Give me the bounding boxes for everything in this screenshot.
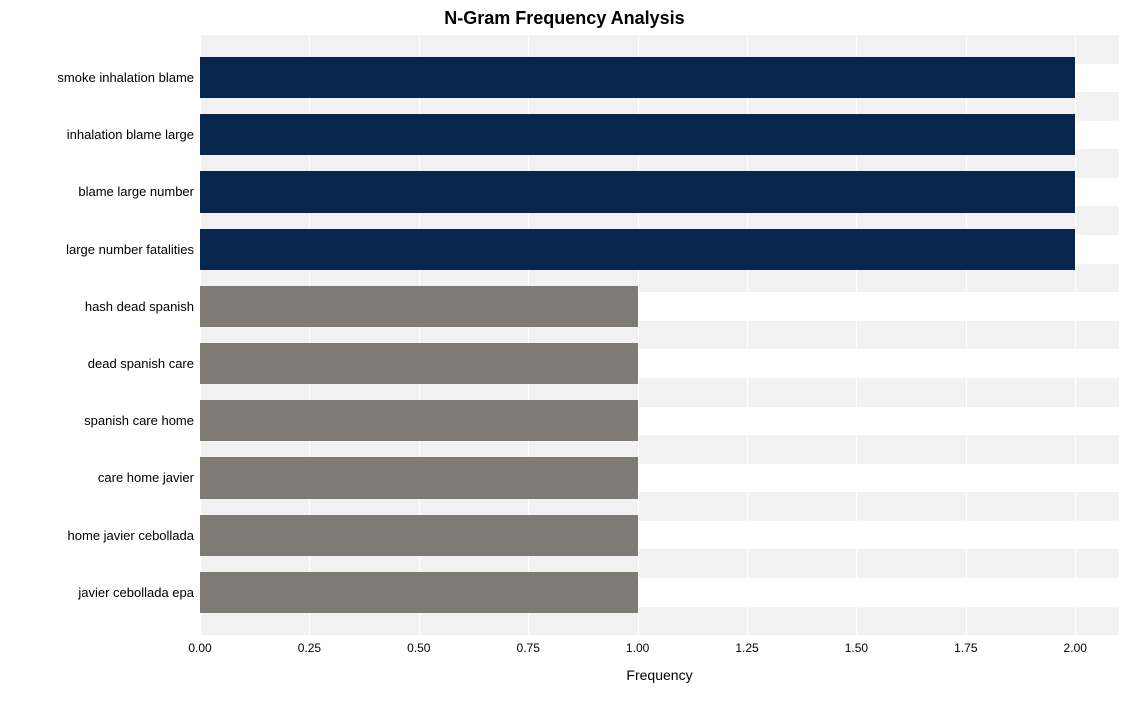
bars-panel	[200, 35, 1119, 635]
x-axis-tick: 1.00	[626, 641, 649, 655]
chart-title: N-Gram Frequency Analysis	[10, 8, 1119, 29]
plot-area: smoke inhalation blameinhalation blame l…	[10, 35, 1119, 635]
y-axis: smoke inhalation blameinhalation blame l…	[10, 35, 200, 635]
bar-row	[200, 507, 1119, 564]
x-axis-tick: 1.50	[845, 641, 868, 655]
bar-row	[200, 564, 1119, 621]
y-axis-label: care home javier	[10, 449, 194, 506]
x-axis-tick: 1.25	[735, 641, 758, 655]
bar-row	[200, 106, 1119, 163]
y-axis-label: home javier cebollada	[10, 507, 194, 564]
y-axis-label: smoke inhalation blame	[10, 49, 194, 106]
bar	[200, 400, 638, 441]
ngram-chart: N-Gram Frequency Analysis smoke inhalati…	[0, 0, 1129, 701]
bar	[200, 343, 638, 384]
bar-row	[200, 278, 1119, 335]
x-axis-tick: 2.00	[1064, 641, 1087, 655]
x-axis-tick: 0.00	[188, 641, 211, 655]
bar	[200, 171, 1075, 212]
bar-row	[200, 49, 1119, 106]
bar-row	[200, 335, 1119, 392]
y-axis-label: hash dead spanish	[10, 278, 194, 335]
y-axis-label: large number fatalities	[10, 221, 194, 278]
y-axis-label: dead spanish care	[10, 335, 194, 392]
x-axis-tick: 0.75	[517, 641, 540, 655]
bar-row	[200, 449, 1119, 506]
y-axis-label: inhalation blame large	[10, 106, 194, 163]
x-axis-spacer	[10, 635, 200, 683]
bar	[200, 229, 1075, 270]
bar	[200, 286, 638, 327]
bar	[200, 57, 1075, 98]
x-axis: 0.000.250.500.751.001.251.501.752.00	[200, 641, 1119, 665]
bar	[200, 572, 638, 613]
x-axis-title: Frequency	[200, 667, 1119, 683]
bars-layer	[200, 35, 1119, 635]
bar-row	[200, 392, 1119, 449]
bar	[200, 515, 638, 556]
bar-row	[200, 163, 1119, 220]
x-axis-tick: 0.50	[407, 641, 430, 655]
y-axis-label: spanish care home	[10, 392, 194, 449]
bar	[200, 457, 638, 498]
y-axis-label: blame large number	[10, 163, 194, 220]
y-axis-label: javier cebollada epa	[10, 564, 194, 621]
x-axis-tick: 1.75	[954, 641, 977, 655]
bar-row	[200, 221, 1119, 278]
bar	[200, 114, 1075, 155]
x-axis-tick: 0.25	[298, 641, 321, 655]
